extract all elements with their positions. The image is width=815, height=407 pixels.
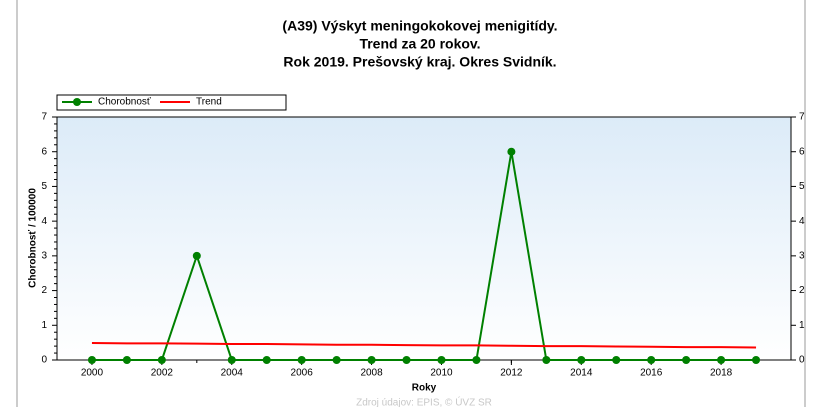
point bbox=[227, 356, 236, 364]
point bbox=[437, 356, 446, 364]
y-axis-label: Chorobnosť / 100000 bbox=[28, 188, 39, 288]
x-tick-label: 2016 bbox=[640, 368, 663, 379]
legend-label: Trend bbox=[196, 97, 222, 108]
y2-tick-label: 4 bbox=[799, 216, 805, 227]
y-tick-label: 5 bbox=[41, 181, 47, 192]
point bbox=[647, 356, 656, 364]
y2-tick-label: 0 bbox=[799, 355, 805, 366]
y2-tick-label: 3 bbox=[799, 250, 805, 261]
source: Zdroj údajov: EPIS, © ÚVZ SR bbox=[356, 396, 492, 407]
point bbox=[542, 356, 551, 364]
x-axis-label: Roky bbox=[412, 383, 437, 394]
x-tick-label: 2002 bbox=[151, 368, 174, 379]
point bbox=[262, 356, 271, 364]
y-tick-label: 4 bbox=[41, 216, 47, 227]
x-tick-label: 2000 bbox=[81, 368, 104, 379]
point bbox=[367, 356, 376, 364]
x-tick-label: 2014 bbox=[570, 368, 593, 379]
y2-tick-label: 1 bbox=[799, 320, 805, 331]
point bbox=[297, 356, 306, 364]
legend-label: Chorobnosť bbox=[98, 97, 151, 108]
point bbox=[717, 356, 726, 364]
y-tick-label: 0 bbox=[41, 355, 47, 366]
point bbox=[87, 356, 96, 364]
x-tick-label: 2018 bbox=[710, 368, 733, 379]
y-tick-label: 1 bbox=[41, 320, 47, 331]
point bbox=[332, 356, 341, 364]
point bbox=[507, 147, 516, 156]
y2-tick-label: 7 bbox=[799, 112, 805, 123]
point bbox=[682, 356, 691, 364]
point bbox=[122, 356, 131, 364]
y-tick-label: 3 bbox=[41, 250, 47, 261]
x-tick-label: 2010 bbox=[430, 368, 453, 379]
point bbox=[157, 356, 166, 364]
title: Trend za 20 rokov. bbox=[359, 36, 480, 52]
y2-tick-label: 2 bbox=[799, 285, 805, 296]
y-tick-label: 6 bbox=[41, 146, 47, 157]
point bbox=[577, 356, 586, 364]
point bbox=[402, 356, 411, 364]
series-line bbox=[91, 341, 757, 349]
point bbox=[472, 356, 481, 364]
title: (A39) Výskyt meningokokovej menigitídy. bbox=[282, 18, 557, 34]
x-tick-label: 2004 bbox=[221, 368, 244, 379]
point bbox=[612, 356, 621, 364]
x-tick-label: 2012 bbox=[500, 368, 523, 379]
y2-tick-label: 6 bbox=[799, 146, 805, 157]
point bbox=[752, 356, 761, 364]
legend-marker bbox=[73, 98, 81, 106]
y2-tick-label: 5 bbox=[799, 181, 805, 192]
point bbox=[192, 251, 201, 260]
x-tick-label: 2006 bbox=[291, 368, 314, 379]
title: Rok 2019. Prešovský kraj. Okres Svidník. bbox=[283, 54, 556, 70]
series-line bbox=[91, 151, 757, 361]
x-tick-label: 2008 bbox=[360, 368, 383, 379]
y-tick-label: 2 bbox=[41, 285, 47, 296]
plot-area bbox=[56, 116, 792, 361]
y-tick-label: 7 bbox=[41, 112, 47, 123]
